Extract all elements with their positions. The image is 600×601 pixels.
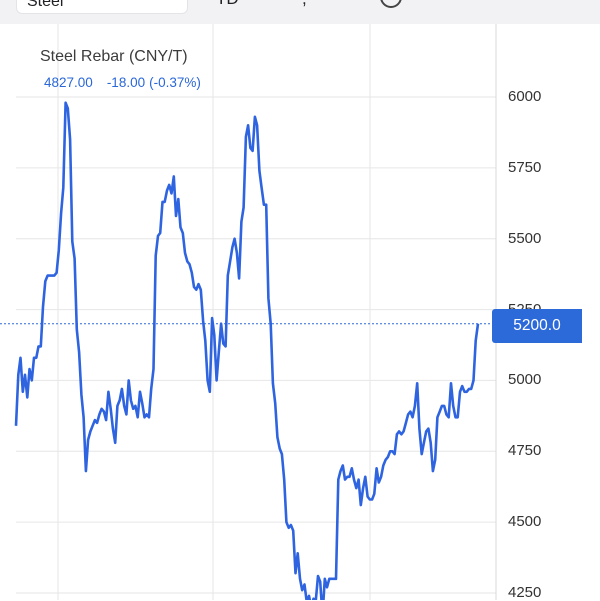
y-tick-label: 4500 [508, 513, 542, 531]
y-tick-label: 5000 [508, 371, 542, 389]
last-price: 4827.00 [44, 75, 93, 90]
price-change-percent: (-0.37%) [149, 75, 201, 90]
y-tick-label: 6000 [508, 88, 542, 105]
y-tick-label: 5750 [508, 158, 542, 176]
quote-row: 4827.00 -18.00 (-0.37%) [44, 75, 201, 90]
chart-title: Steel Rebar (CNY/T) [40, 48, 188, 65]
search-input[interactable]: Steel [16, 0, 188, 14]
current-price-tag: 5200.0 [492, 309, 582, 343]
y-tick-label: 4750 [508, 442, 542, 460]
price-change: -18.00 [106, 75, 146, 90]
y-tick-label: 5500 [508, 229, 542, 247]
range-ytd-button[interactable]: TD [216, 0, 239, 8]
range-option-button[interactable]: , [302, 0, 307, 8]
price-series-line [14, 101, 480, 600]
toolbar: Steel TD , [0, 0, 600, 24]
y-tick-label: 4250 [508, 584, 542, 601]
